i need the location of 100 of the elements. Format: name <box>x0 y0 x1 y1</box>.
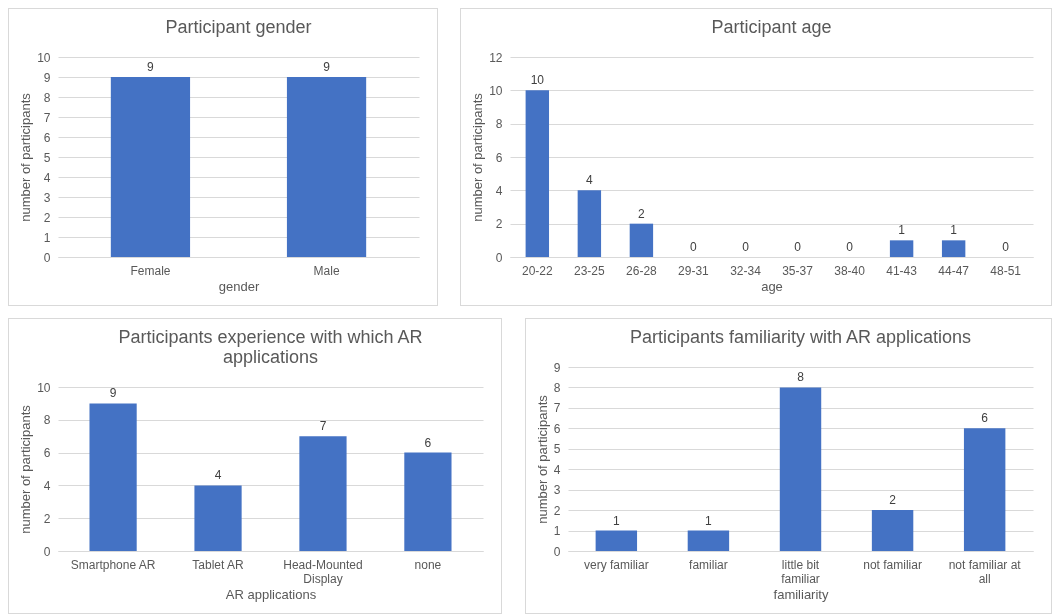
bar <box>687 530 730 551</box>
chart-title: Participants experience with which AR applications <box>118 327 423 367</box>
bar <box>889 240 914 257</box>
y-tick-label: 12 <box>489 50 503 65</box>
bar <box>525 90 550 257</box>
x-tick-label: 35-37 <box>782 263 814 278</box>
x-tick-label: 38-40 <box>834 263 866 278</box>
y-tick-label: 4 <box>495 183 503 198</box>
bar <box>577 190 602 257</box>
x-tick-label: 41-43 <box>886 263 918 278</box>
x-tick-label: 32-34 <box>730 263 762 278</box>
bar <box>941 240 966 257</box>
x-tick-label: 20-22 <box>521 263 553 278</box>
bar <box>779 387 822 551</box>
bar <box>871 510 914 551</box>
y-tick-label: 0 <box>553 544 561 559</box>
x-tick-label: Tablet AR <box>192 557 245 572</box>
y-tick-label: 5 <box>43 150 51 165</box>
y-tick-label: 7 <box>43 110 51 125</box>
x-tick-label: familiar <box>689 557 728 572</box>
x-axis-title: familiarity <box>773 586 829 602</box>
x-tick-label: none <box>414 557 442 572</box>
x-tick-label: Head-Mounted Display <box>283 557 363 586</box>
x-axis-title: gender <box>218 278 260 294</box>
y-tick-label: 8 <box>43 413 51 428</box>
y-tick-label: 6 <box>43 130 51 145</box>
y-tick-label: 5 <box>553 442 561 457</box>
y-tick-label: 1 <box>553 524 561 539</box>
y-tick-label: 0 <box>43 250 51 265</box>
y-axis-title: number of participants <box>534 394 550 524</box>
y-axis-title: number of participants <box>18 404 34 534</box>
y-tick-label: 10 <box>37 380 51 395</box>
y-tick-label: 6 <box>553 421 561 436</box>
y-tick-label: 10 <box>489 83 503 98</box>
data-label: 2 <box>889 493 897 508</box>
data-label: 4 <box>586 173 594 188</box>
data-label: 1 <box>705 513 713 528</box>
y-tick-label: 4 <box>43 478 51 493</box>
y-tick-label: 0 <box>495 250 503 265</box>
y-axis-title: number of participants <box>18 92 34 222</box>
y-tick-label: 10 <box>37 50 51 65</box>
bar <box>194 485 242 551</box>
data-label: 2 <box>638 206 646 221</box>
data-label: 1 <box>950 223 958 238</box>
x-tick-label: Smartphone AR <box>70 557 156 572</box>
data-label: 6 <box>424 435 432 450</box>
y-tick-label: 6 <box>43 446 51 461</box>
y-tick-label: 3 <box>43 190 51 205</box>
x-tick-label: not familiar at all <box>948 557 1022 586</box>
x-tick-label: Female <box>130 263 171 278</box>
data-label: 7 <box>319 419 327 434</box>
y-tick-label: 8 <box>43 90 51 105</box>
chart-title: Participant gender <box>165 17 312 37</box>
data-label: 0 <box>690 240 698 254</box>
data-label: 0 <box>794 240 802 254</box>
chart-title: Participant age <box>711 17 832 37</box>
y-tick-label: 8 <box>553 380 561 395</box>
x-axis-title: age <box>761 278 783 294</box>
data-label: 1 <box>898 223 906 238</box>
y-tick-label: 0 <box>43 544 51 559</box>
data-label: 9 <box>147 60 155 74</box>
x-tick-label: 48-51 <box>990 263 1022 278</box>
x-tick-label: very familiar <box>584 557 649 572</box>
y-tick-label: 2 <box>553 503 561 518</box>
y-tick-label: 7 <box>553 401 561 416</box>
y-tick-label: 9 <box>43 70 51 85</box>
bar <box>963 428 1006 551</box>
x-tick-label: little bit familiar <box>781 557 820 586</box>
y-tick-label: 8 <box>495 117 503 132</box>
x-tick-label: 23-25 <box>574 263 606 278</box>
chart-title: Participants familiarity with AR applications <box>629 327 972 347</box>
x-axis-title: AR applications <box>225 586 317 602</box>
y-tick-label: 2 <box>495 217 503 232</box>
y-tick-label: 2 <box>43 511 51 526</box>
bar <box>89 403 137 551</box>
data-label: 1 <box>613 513 620 528</box>
data-label: 6 <box>981 411 989 426</box>
y-tick-label: 2 <box>43 210 51 225</box>
x-tick-label: 26-28 <box>626 263 658 278</box>
y-tick-label: 1 <box>43 230 51 245</box>
bar <box>299 436 347 551</box>
y-axis-title: number of participants <box>470 92 486 222</box>
data-label: 4 <box>214 468 222 483</box>
data-label: 9 <box>323 60 331 74</box>
data-label: 10 <box>530 73 545 88</box>
data-label: 8 <box>797 370 805 385</box>
x-tick-label: Male <box>313 263 340 278</box>
y-tick-label: 6 <box>495 150 503 165</box>
data-label: 0 <box>846 240 854 254</box>
bar <box>404 452 452 551</box>
y-tick-label: 4 <box>43 170 51 185</box>
x-tick-label: 44-47 <box>938 263 970 278</box>
bar <box>595 530 638 551</box>
data-label: 0 <box>742 240 750 254</box>
x-tick-label: 29-31 <box>678 263 710 278</box>
y-tick-label: 4 <box>553 462 561 477</box>
y-tick-label: 3 <box>553 483 561 498</box>
data-label: 9 <box>109 386 117 401</box>
bar <box>629 223 654 257</box>
data-label: 0 <box>1002 240 1010 254</box>
